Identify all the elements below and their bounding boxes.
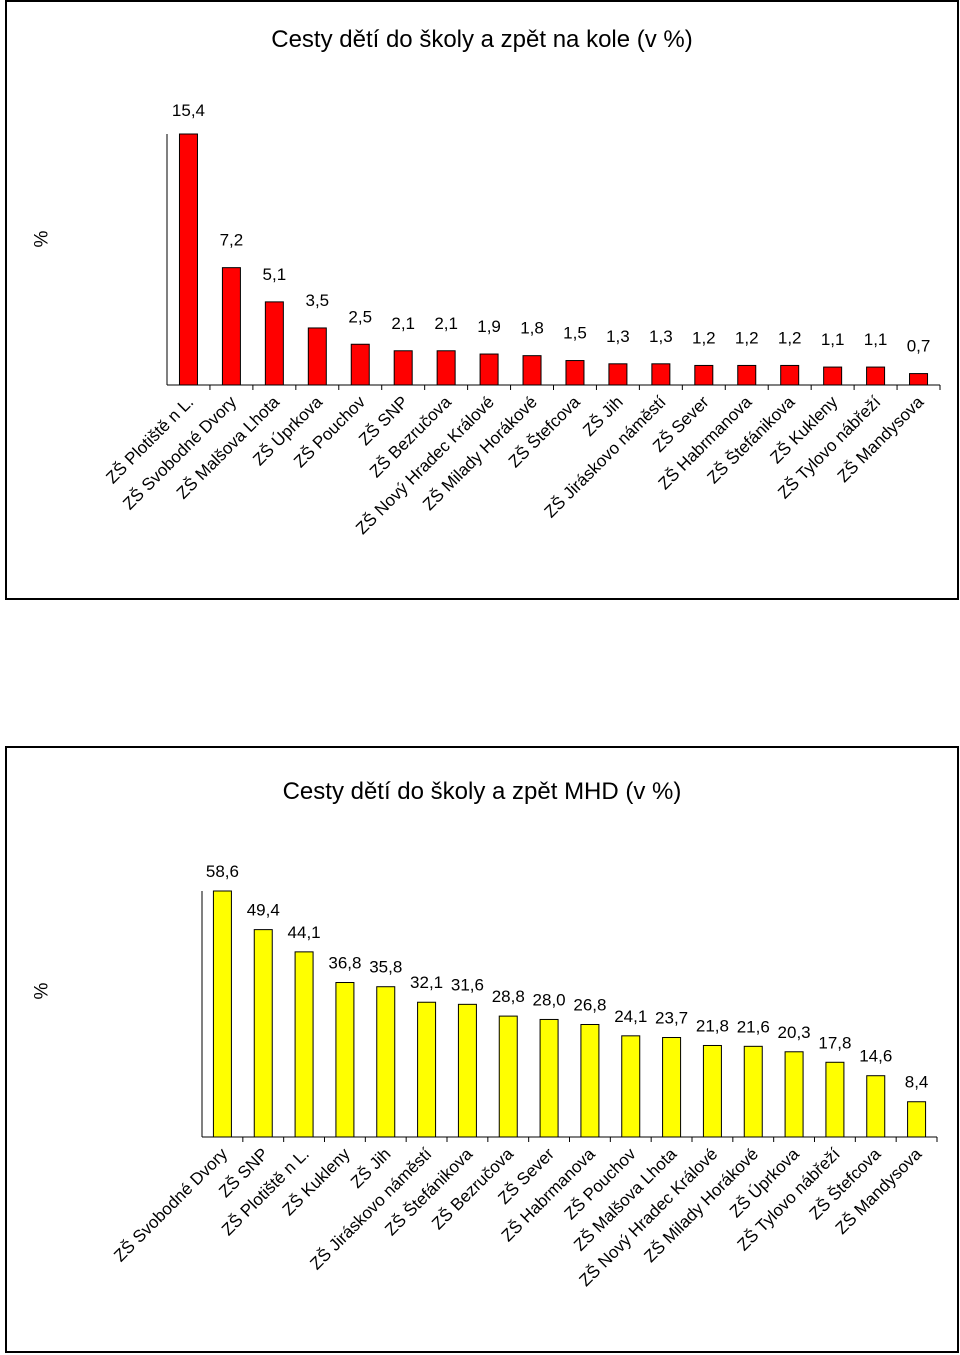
category-label: ZŠ Svobodné Dvory <box>110 1144 231 1265</box>
bar <box>335 982 355 1138</box>
data-label: 1,2 <box>778 328 802 347</box>
data-label: 2,1 <box>391 314 415 333</box>
bar <box>907 1101 927 1138</box>
data-label: 24,1 <box>614 1007 647 1026</box>
bar <box>702 1044 722 1138</box>
bar <box>737 364 757 386</box>
data-label: 58,6 <box>206 862 239 881</box>
data-label: 36,8 <box>328 954 361 973</box>
bar <box>651 363 671 386</box>
data-label: 28,0 <box>533 990 566 1009</box>
data-label: 44,1 <box>288 923 321 942</box>
data-label: 28,8 <box>492 987 525 1006</box>
bar <box>694 364 714 386</box>
data-label: 1,2 <box>692 328 716 347</box>
bar <box>178 133 198 386</box>
data-label: 26,8 <box>573 995 606 1014</box>
data-label: 20,3 <box>778 1023 811 1042</box>
bar <box>393 350 413 386</box>
bar <box>212 890 232 1138</box>
data-label: 15,4 <box>172 101 205 120</box>
bar <box>823 366 843 386</box>
bar <box>621 1035 641 1138</box>
bar <box>866 1075 886 1138</box>
bar <box>498 1015 518 1138</box>
bar <box>522 355 542 386</box>
data-label: 1,1 <box>821 330 845 349</box>
bar <box>784 1051 804 1138</box>
data-label: 14,6 <box>859 1047 892 1066</box>
data-label: 49,4 <box>247 901 280 920</box>
data-label: 1,3 <box>649 327 673 346</box>
bar <box>350 343 370 386</box>
data-label: 0,7 <box>907 337 931 356</box>
data-label: 2,1 <box>434 314 458 333</box>
data-label: 8,4 <box>905 1073 929 1092</box>
chart-title: Cesty dětí do školy a zpět na kole (v %) <box>271 26 693 53</box>
bar <box>565 360 585 386</box>
bar <box>866 366 886 386</box>
data-label: 31,6 <box>451 975 484 994</box>
chart-title: Cesty dětí do školy a zpět MHD (v %) <box>282 778 682 805</box>
data-label: 1,3 <box>606 327 630 346</box>
data-label: 21,8 <box>696 1016 729 1035</box>
transit-chart-panel: Cesty dětí do školy a zpět MHD (v %) % 5… <box>5 746 959 1353</box>
bar <box>780 364 800 386</box>
bar <box>457 1003 477 1138</box>
data-label: 1,5 <box>563 324 587 343</box>
data-label: 3,5 <box>305 291 329 310</box>
bar <box>825 1061 845 1138</box>
bar <box>417 1001 437 1138</box>
data-label: 2,5 <box>348 307 372 326</box>
bike-chart-panel: Cesty dětí do školy a zpět na kole (v %)… <box>5 0 959 600</box>
data-label: 1,9 <box>477 317 501 336</box>
bar <box>307 327 327 386</box>
data-label: 32,1 <box>410 973 443 992</box>
bar <box>479 353 499 386</box>
data-label: 23,7 <box>655 1009 688 1028</box>
bike-chart-svg: 15,4ZŠ Plotiště n L.7,2ZŠ Svobodné Dvory… <box>102 101 941 538</box>
data-label: 7,2 <box>220 231 244 250</box>
bar <box>376 986 396 1138</box>
data-label: 35,8 <box>369 958 402 977</box>
bar <box>662 1037 682 1138</box>
bar <box>743 1045 763 1138</box>
bar <box>221 267 241 386</box>
bar <box>264 301 284 386</box>
bar <box>909 373 929 386</box>
bar <box>539 1018 559 1138</box>
bar <box>253 929 273 1138</box>
data-label: 17,8 <box>818 1033 851 1052</box>
bar <box>436 350 456 386</box>
bar <box>608 363 628 386</box>
data-label: 1,8 <box>520 319 544 338</box>
bar <box>580 1023 600 1138</box>
data-label: 1,2 <box>735 328 759 347</box>
data-label: 5,1 <box>263 265 287 284</box>
data-label: 1,1 <box>864 330 888 349</box>
data-label: 21,6 <box>737 1017 770 1036</box>
bar <box>294 951 314 1138</box>
